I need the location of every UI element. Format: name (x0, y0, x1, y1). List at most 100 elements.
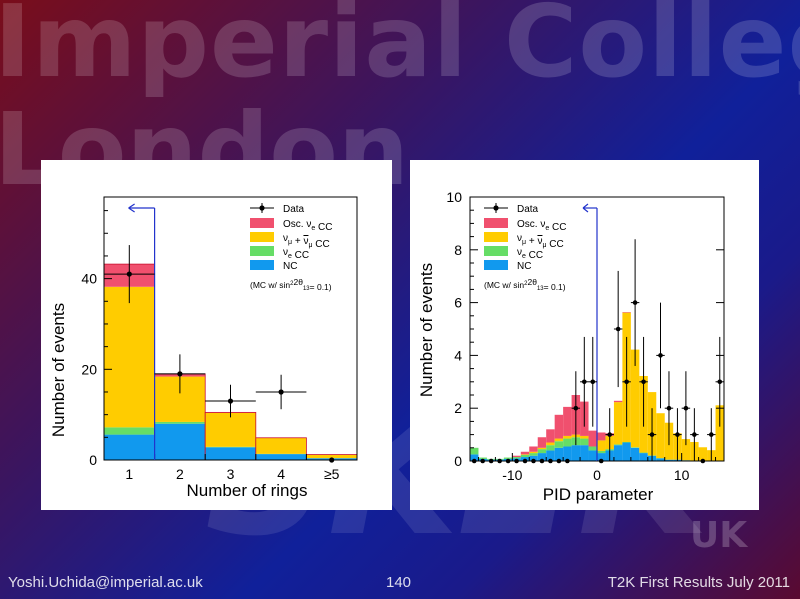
legend-data-marker (493, 205, 499, 211)
pid-bar-14-s0 (588, 450, 597, 461)
xtick-label-0: 1 (125, 466, 133, 482)
pid-bar-18-s0 (622, 442, 631, 461)
pid-data-point-21 (649, 432, 655, 437)
pid-bar-8-s2 (537, 447, 547, 450)
data-point-1 (177, 371, 183, 377)
watermark-imperial: Imperial College (0, 0, 800, 100)
pid-data-point-19 (632, 300, 638, 305)
legend-numu-label: νμ + νμ CC (517, 233, 564, 250)
pid-bar-22-s2 (656, 413, 665, 459)
chart-rings-ylabel: Number of events (49, 303, 68, 437)
pid-bar-13-s1 (580, 438, 589, 446)
pid-bar-1-s1 (478, 457, 487, 459)
bar-1-s2 (104, 286, 155, 428)
pid-bar-7-s3 (529, 446, 538, 452)
pid-bar-11-s2 (563, 435, 572, 439)
legend-data-label: Data (517, 204, 539, 215)
data-point-2 (227, 398, 234, 404)
pid-data-point-26 (692, 432, 697, 437)
pid-bar-15-s0 (597, 453, 606, 461)
pid-bar-20-s1 (639, 452, 648, 454)
cut-arrow-head (128, 203, 135, 213)
pid-data-point-13 (582, 379, 587, 385)
pid-data-point-29 (717, 379, 723, 385)
pid-xtick-label-10: 10 (674, 467, 690, 483)
legend-osc-label: Osc. νe CC (517, 219, 566, 233)
pid-data-point-3 (497, 458, 502, 464)
pid-ytick-label-6: 6 (454, 295, 462, 311)
pid-bar-15-s3 (597, 432, 606, 441)
pid-bar-0-s1 (470, 447, 479, 455)
data-point-4 (329, 457, 335, 463)
legend-nue-label: νe CC (283, 247, 309, 261)
pid-bar-11-s3 (563, 406, 572, 436)
pid-data-point-15 (598, 458, 604, 464)
pid-cut-arrow-head (582, 203, 589, 213)
footer-title: T2K First Results July 2011 (607, 574, 790, 591)
legend-nc-swatch (250, 260, 274, 270)
xtick-label-1: 2 (176, 466, 184, 482)
pid-bar-23-s0 (664, 459, 674, 461)
legend-numu-swatch (250, 232, 274, 242)
pid-bar-12-s0 (571, 445, 581, 461)
pid-bar-13-s0 (580, 445, 589, 461)
pid-bar-5-s1 (512, 457, 521, 459)
pid-ytick-label-2: 2 (454, 400, 462, 416)
pid-bar-14-s1 (588, 446, 597, 451)
pid-bar-27-s2 (698, 447, 708, 461)
bar-2-s1 (154, 421, 206, 424)
pid-xtick-label-0: 0 (593, 467, 601, 483)
pid-ytick-label-4: 4 (454, 347, 462, 363)
legend-osc-label: Osc. νe CC (283, 219, 332, 233)
pid-bar-22-s0 (656, 458, 665, 461)
bar-4-s2 (255, 438, 307, 454)
xtick-label-2: 3 (227, 466, 235, 482)
pid-bar-15-s2 (597, 440, 606, 451)
pid-ytick-label-0: 0 (454, 453, 462, 469)
bar-1-s1 (104, 427, 155, 435)
pid-bar-19-s2 (630, 349, 640, 448)
pid-bar-18-s1 (622, 441, 631, 443)
bar-3-s0 (205, 447, 256, 460)
chart-pid: 0 2 4 6 8 10 -10 0 10 PID parameter Number of ev… (417, 189, 725, 504)
pid-data-point-0 (471, 458, 477, 464)
pid-data-point-14 (590, 379, 596, 385)
legend-nue-swatch (250, 246, 274, 256)
ytick-label-0: 0 (89, 452, 97, 468)
xtick-label-3: 4 (277, 466, 285, 482)
ytick-label-20: 20 (81, 361, 97, 377)
pid-ytick-label-8: 8 (454, 242, 462, 258)
pid-bar-14-s3 (588, 430, 597, 447)
pid-data-point-28 (709, 432, 714, 437)
bar-≥5-s2 (306, 454, 357, 459)
pid-data-point-10 (556, 458, 562, 464)
pid-bar-9-s1 (546, 445, 555, 451)
pid-bar-4-s1 (503, 457, 513, 459)
pid-bar-8-s3 (537, 437, 547, 448)
pid-data-point-17 (615, 326, 621, 332)
chart-pid-panel: 0 2 4 6 8 10 -10 0 10 PID parameter Number of ev… (410, 160, 759, 510)
legend-nc-swatch (484, 260, 508, 270)
pid-bar-10-s1 (554, 441, 564, 448)
footer-email: Yoshi.Uchida@imperial.ac.uk (8, 574, 203, 591)
legend-osc-swatch (250, 218, 274, 228)
pid-bar-10-s2 (554, 438, 564, 442)
pid-bar-10-s0 (554, 447, 564, 461)
xtick-label-4: ≥5 (324, 466, 340, 482)
chart-pid-ylabel: Number of events (417, 263, 436, 397)
bar-4-s0 (255, 454, 307, 460)
pid-data-point-6 (522, 458, 528, 464)
pid-bar-11-s0 (563, 446, 572, 461)
data-point-0 (126, 271, 132, 277)
pid-bar-6-s1 (520, 454, 530, 458)
pid-data-point-20 (641, 379, 646, 385)
pid-bar-25-s2 (681, 439, 691, 461)
legend-nc-label: NC (283, 261, 297, 272)
pid-bar-0-s0 (470, 454, 479, 461)
pid-bar-8-s0 (537, 453, 547, 461)
pid-data-point-8 (539, 458, 545, 464)
pid-ytick-label-10: 10 (446, 189, 462, 205)
pid-bar-17-s2 (613, 402, 623, 445)
